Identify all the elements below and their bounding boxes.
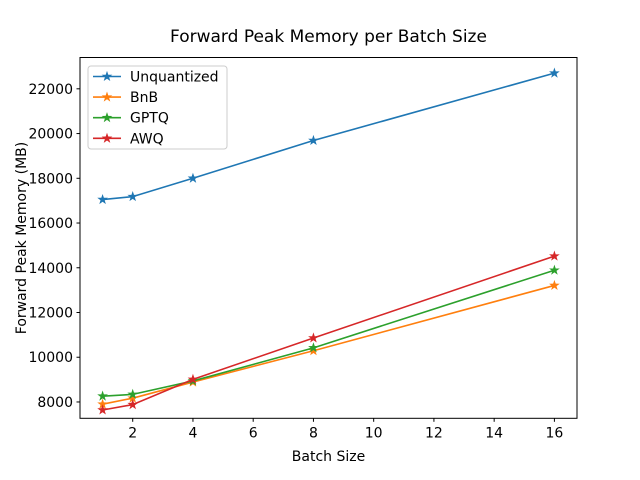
y-tick-label: 22000 [28, 82, 73, 98]
legend-label-GPTQ: GPTQ [130, 111, 169, 127]
legend-label-BnB: BnB [130, 90, 158, 106]
data-point-marker [187, 172, 199, 183]
data-point-marker [127, 392, 139, 403]
legend-marker-BnB [101, 91, 113, 102]
x-tick-label: 10 [365, 425, 383, 441]
x-tick-label: 8 [309, 425, 318, 441]
x-tick-label: 2 [128, 425, 137, 441]
data-point-marker [308, 332, 319, 343]
x-tick-label: 14 [485, 425, 503, 441]
data-point-marker [127, 191, 139, 202]
data-point-marker [97, 398, 108, 409]
axes-frame [79, 57, 578, 419]
legend-marker-Unquantized [101, 70, 113, 82]
x-tick-label: 4 [188, 425, 197, 441]
y-tick-label: 14000 [28, 261, 73, 277]
y-tick-label: 16000 [28, 216, 73, 232]
data-point-marker [127, 399, 139, 410]
series-line-AWQ [101, 255, 556, 411]
data-point-marker [549, 264, 560, 275]
data-point-marker [549, 279, 560, 290]
legend-box [87, 65, 228, 150]
data-point-marker [97, 390, 108, 401]
x-tick-label: 16 [545, 425, 563, 441]
data-point-marker [308, 342, 319, 353]
data-point-marker [187, 373, 199, 384]
legend-marker-GPTQ [101, 112, 113, 123]
data-point-marker [549, 250, 560, 261]
data-point-marker [308, 345, 319, 356]
y-tick-label: 12000 [28, 305, 73, 321]
y-tick-label: 8000 [37, 395, 73, 411]
series-markers-AWQ [97, 250, 560, 415]
data-point-marker [97, 404, 108, 415]
data-point-marker [97, 193, 108, 205]
data-point-marker [127, 388, 139, 399]
y-tick-label: 20000 [28, 127, 73, 143]
y-tick-label: 18000 [28, 171, 73, 187]
series-markers-Unquantized [97, 67, 560, 205]
chart-title: Forward Peak Memory per Batch Size [170, 27, 487, 47]
x-tick-label: 6 [249, 425, 258, 441]
legend-label-Unquantized: Unquantized [130, 70, 219, 86]
data-point-marker [308, 134, 319, 146]
legend-marker-AWQ [101, 132, 113, 143]
legend-label-AWQ: AWQ [130, 131, 164, 147]
data-point-marker [549, 67, 560, 78]
x-tick-label: 12 [425, 425, 443, 441]
y-tick-label: 10000 [28, 350, 73, 366]
x-axis-label: Batch Size [291, 449, 366, 465]
